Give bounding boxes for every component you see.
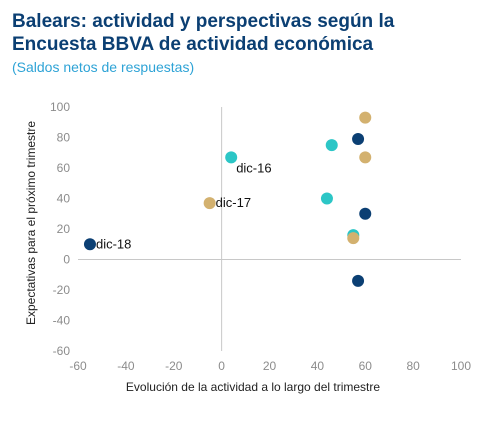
x-tick-label: 100 — [451, 359, 471, 373]
data-point-label: dic-17 — [216, 195, 251, 210]
data-point — [359, 111, 372, 124]
x-tick-label: -60 — [69, 359, 87, 373]
chart-title-line-2: Encuesta BBVA de actividad económica — [12, 34, 374, 55]
x-tick-label: -20 — [165, 359, 183, 373]
y-tick-label: 0 — [63, 253, 70, 267]
data-point — [325, 139, 338, 152]
x-tick-label: 20 — [263, 359, 277, 373]
y-tick-label: -40 — [53, 314, 71, 328]
data-point — [359, 207, 372, 220]
chart-title: Balears: actividad y perspectivas según … — [12, 10, 482, 56]
data-point — [347, 232, 360, 245]
x-tick-label: 80 — [406, 359, 420, 373]
y-tick-label: 60 — [57, 161, 71, 175]
y-tick-label: 80 — [57, 131, 71, 145]
x-tick-label: 60 — [359, 359, 373, 373]
y-tick-label: 20 — [57, 222, 71, 236]
x-tick-label: 40 — [311, 359, 325, 373]
data-point-label: dic-16 — [236, 160, 271, 175]
data-point-label: dic-18 — [96, 236, 131, 251]
y-tick-label: -20 — [53, 283, 71, 297]
chart-subtitle: (Saldos netos de respuestas) — [12, 59, 195, 75]
data-point — [203, 197, 216, 210]
data-point — [83, 238, 96, 251]
x-tick-label: 0 — [218, 359, 225, 373]
x-axis-label: Evolución de la actividad a lo largo del… — [126, 380, 380, 394]
y-tick-label: -60 — [53, 344, 71, 358]
y-tick-label: 100 — [50, 100, 70, 114]
chart-title-line-1: Balears: actividad y perspectivas según … — [12, 11, 395, 32]
y-tick-label: 40 — [57, 192, 71, 206]
y-axis-label: Expectativas para el próximo trimestre — [24, 121, 38, 325]
data-point — [225, 151, 238, 164]
x-tick-label: -40 — [117, 359, 135, 373]
data-point — [352, 274, 365, 287]
data-point — [352, 133, 365, 146]
data-point — [359, 151, 372, 164]
data-point — [320, 192, 333, 205]
